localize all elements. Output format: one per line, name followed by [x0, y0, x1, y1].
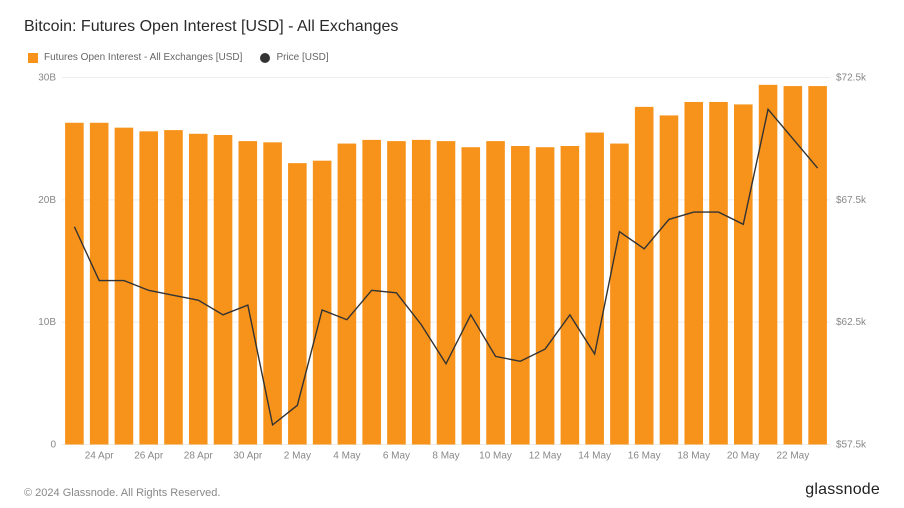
- legend-label-bars: Futures Open Interest - All Exchanges [U…: [44, 52, 242, 63]
- svg-text:26 Apr: 26 Apr: [134, 451, 164, 462]
- svg-text:10 May: 10 May: [479, 451, 512, 462]
- svg-text:4 May: 4 May: [333, 451, 360, 462]
- line-swatch-icon: [260, 53, 270, 63]
- svg-text:8 May: 8 May: [432, 451, 459, 462]
- svg-text:18 May: 18 May: [677, 451, 710, 462]
- copyright-text: © 2024 Glassnode. All Rights Reserved.: [24, 487, 220, 499]
- svg-text:22 May: 22 May: [776, 451, 809, 462]
- svg-text:20 May: 20 May: [727, 451, 760, 462]
- legend: Futures Open Interest - All Exchanges [U…: [24, 52, 880, 63]
- chart-title: Bitcoin: Futures Open Interest [USD] - A…: [24, 18, 880, 36]
- svg-text:2 May: 2 May: [284, 451, 311, 462]
- svg-text:30B: 30B: [38, 73, 56, 84]
- svg-text:$57.5k: $57.5k: [836, 440, 867, 451]
- legend-item-line: Price [USD]: [260, 52, 328, 63]
- svg-text:10B: 10B: [38, 317, 56, 328]
- bar-swatch-icon: [28, 53, 38, 63]
- chart-area: 0 10B 20B 30B $57.5k $62.5k $67.5k $72.5k 24 Apr…: [24, 67, 880, 473]
- svg-text:6 May: 6 May: [383, 451, 410, 462]
- svg-text:30 Apr: 30 Apr: [233, 451, 263, 462]
- svg-text:20B: 20B: [38, 195, 56, 206]
- svg-text:14 May: 14 May: [578, 451, 611, 462]
- svg-text:$67.5k: $67.5k: [836, 195, 867, 206]
- brand-logo: glassnode: [805, 481, 880, 499]
- svg-text:24 Apr: 24 Apr: [85, 451, 115, 462]
- chart-svg: 0 10B 20B 30B $57.5k $62.5k $67.5k $72.5k 24 Apr…: [24, 67, 880, 473]
- svg-text:$62.5k: $62.5k: [836, 317, 867, 328]
- svg-text:$72.5k: $72.5k: [836, 73, 867, 84]
- svg-text:12 May: 12 May: [529, 451, 562, 462]
- legend-label-line: Price [USD]: [276, 52, 328, 63]
- legend-item-bars: Futures Open Interest - All Exchanges [U…: [28, 52, 242, 63]
- svg-text:16 May: 16 May: [628, 451, 661, 462]
- svg-text:0: 0: [50, 440, 56, 451]
- svg-text:28 Apr: 28 Apr: [184, 451, 214, 462]
